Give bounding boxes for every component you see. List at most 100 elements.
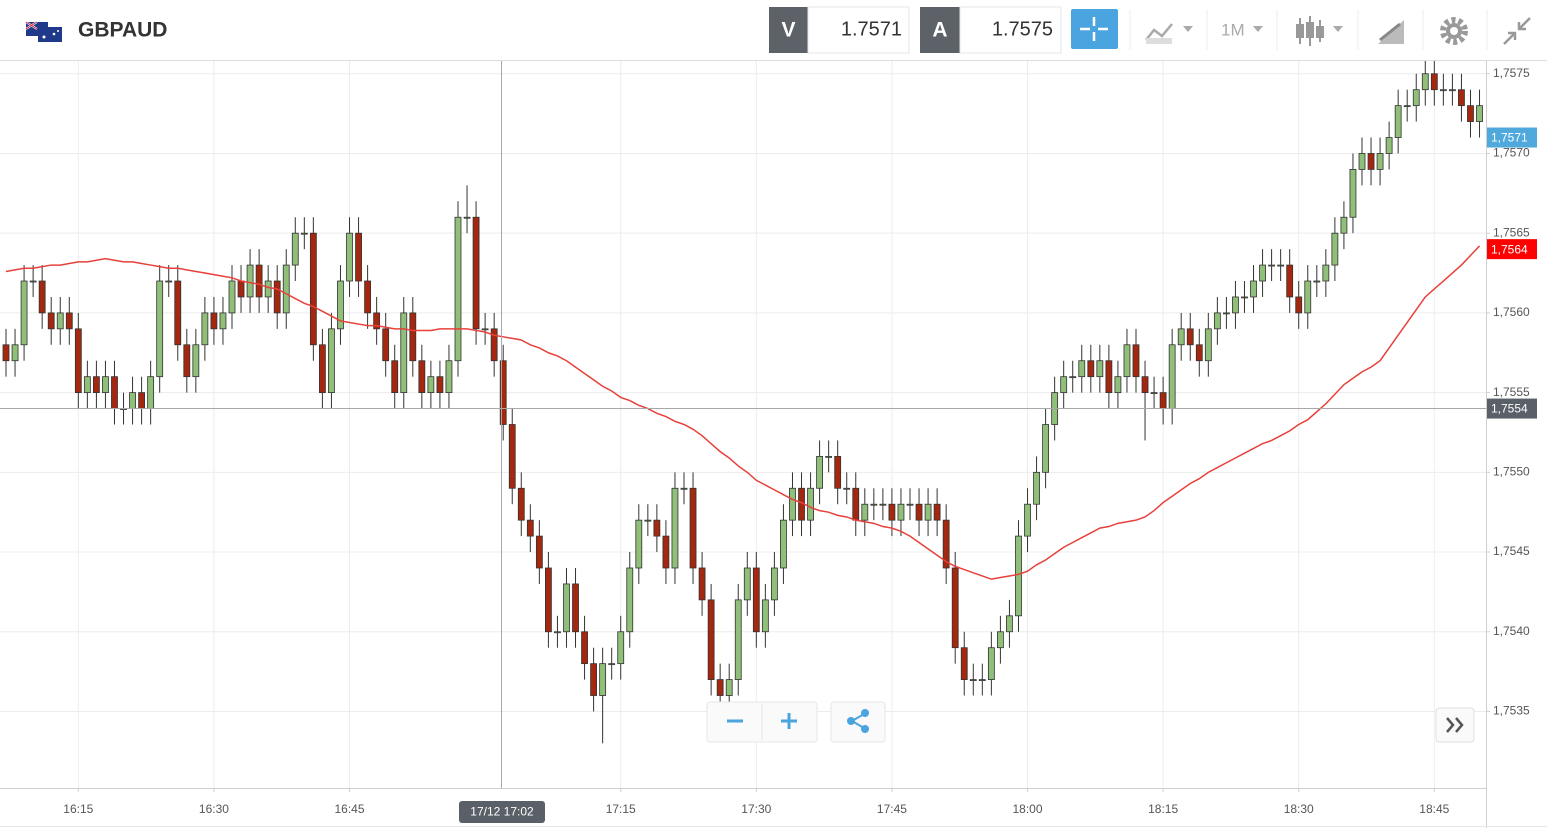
y-tick-label: 1,7545: [1493, 544, 1530, 558]
candle-body: [1015, 535, 1022, 617]
candle-body: [138, 392, 146, 409]
candle-body: [111, 376, 118, 409]
sell-button[interactable]: [769, 7, 808, 53]
candle-body: [300, 232, 308, 235]
candle-body: [807, 487, 814, 521]
candle-body: [789, 487, 796, 521]
candle-body: [1168, 344, 1176, 409]
settings-button[interactable]: [1440, 17, 1468, 45]
candle-body: [1358, 153, 1366, 170]
candle-body: [1223, 312, 1230, 315]
draw-tool-button[interactable]: [1378, 20, 1404, 44]
candle-body: [978, 679, 986, 681]
x-tick-label: 18:00: [1013, 802, 1043, 816]
candle-body: [346, 232, 353, 282]
candle-body: [563, 583, 570, 633]
x-tick-label: 16:15: [63, 802, 93, 816]
candle-body: [102, 376, 109, 394]
candle-body: [888, 503, 896, 521]
crosshair-icon: [1080, 17, 1108, 41]
candle-body: [165, 280, 173, 283]
candle-body: [554, 631, 561, 634]
sell-price-box[interactable]: [807, 6, 910, 54]
candle-body: [228, 280, 236, 314]
buy-label[interactable]: A: [932, 19, 947, 42]
candle-body: [355, 232, 362, 282]
candle-body: [834, 455, 842, 489]
buy-button[interactable]: [920, 7, 960, 53]
candle-body: [1042, 424, 1049, 473]
candle-body: [843, 487, 851, 490]
flag-icon: [25, 21, 62, 42]
x-tick-label: 17:30: [741, 802, 771, 816]
candle-body: [897, 503, 905, 521]
y-tick-label: 1,7550: [1493, 465, 1530, 479]
candle-body: [174, 280, 182, 346]
scroll-end-button[interactable]: [1446, 717, 1464, 733]
candle-body: [1195, 344, 1203, 362]
price-tag: [1487, 398, 1537, 419]
candle-body: [743, 567, 751, 601]
chart-type-button[interactable]: [1145, 23, 1193, 44]
buy-price-box[interactable]: [959, 6, 1062, 54]
candle-body: [771, 567, 778, 601]
candle-body: [65, 312, 73, 330]
candle-body: [816, 455, 823, 489]
candle-body: [517, 487, 525, 521]
candle-body: [463, 216, 471, 219]
crosshair-button[interactable]: [1071, 9, 1118, 49]
candle-body: [997, 631, 1004, 649]
candle-body: [734, 599, 742, 680]
candle-body: [761, 599, 769, 633]
candle-body: [1421, 73, 1429, 91]
candle-body: [572, 583, 579, 633]
candle-body: [337, 280, 344, 330]
candle-body: [1394, 105, 1402, 138]
candle-body: [599, 663, 607, 696]
candle-body: [454, 216, 462, 362]
zoom-in-button[interactable]: [781, 713, 797, 729]
candle-body: [960, 647, 968, 680]
candle-body: [373, 312, 381, 330]
candle-body: [906, 503, 914, 506]
candle-body: [93, 376, 100, 394]
candle-body: [246, 264, 254, 298]
candle-body: [535, 535, 543, 569]
candle-body: [1250, 280, 1257, 298]
x-tick-label: 16:30: [199, 802, 229, 816]
candle-body: [870, 503, 878, 506]
candle-body: [382, 328, 390, 362]
candle-body: [1186, 328, 1194, 346]
price-tag-label: 1,7554: [1491, 402, 1528, 416]
buy-price[interactable]: 1.7575: [992, 18, 1053, 40]
candle-body: [282, 264, 290, 314]
sell-price[interactable]: 1.7571: [841, 18, 902, 40]
candle-body: [20, 280, 28, 346]
y-tick-label: 1,7560: [1493, 305, 1530, 319]
candle-body: [1295, 296, 1303, 314]
toolbar: GBPAUD V 1.7571 A 1.7575 1M: [0, 0, 1547, 61]
candle-body: [183, 344, 191, 378]
candle-body: [318, 344, 326, 394]
moving-average-line: [5, 245, 1481, 580]
sell-label[interactable]: V: [781, 19, 795, 42]
collapse-button[interactable]: [1503, 17, 1531, 45]
candle-body: [1177, 328, 1185, 346]
candle-body: [1268, 264, 1275, 267]
candle-body: [1322, 264, 1330, 282]
candle-body: [617, 631, 625, 665]
candle-body: [1159, 392, 1167, 409]
share-button[interactable]: [847, 709, 869, 733]
candle-body: [210, 312, 218, 330]
candle-body: [11, 344, 19, 362]
candle-body: [1096, 360, 1104, 378]
candle-body: [1385, 137, 1393, 154]
candle-body: [1105, 360, 1113, 394]
candle-style-button[interactable]: [1296, 16, 1343, 46]
candle-body: [237, 280, 245, 298]
candle-body: [933, 503, 941, 521]
timeframe[interactable]: 1M: [1221, 20, 1245, 39]
